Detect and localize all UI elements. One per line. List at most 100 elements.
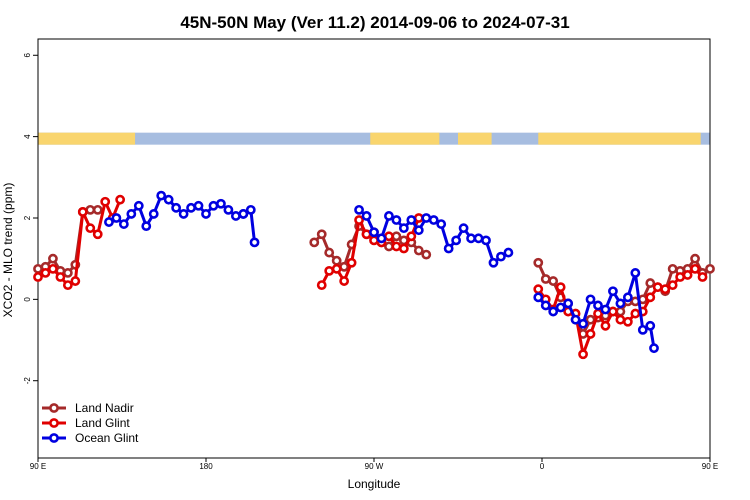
data-point bbox=[593, 300, 603, 311]
chart-title: 45N-50N May (Ver 11.2) 2014-09-06 to 202… bbox=[180, 13, 569, 32]
data-point bbox=[163, 194, 174, 205]
data-point bbox=[115, 194, 126, 205]
data-point bbox=[208, 200, 219, 211]
data-point bbox=[346, 257, 357, 268]
data-point bbox=[398, 223, 409, 234]
data-point bbox=[481, 235, 491, 246]
data-point bbox=[413, 213, 424, 223]
data-point bbox=[630, 308, 641, 319]
data-point bbox=[540, 300, 551, 311]
y-axis: -2 0 2 4 6 bbox=[23, 52, 38, 384]
data-point bbox=[40, 268, 51, 278]
legend-item: Ocean Glint bbox=[42, 431, 139, 445]
data-point bbox=[324, 247, 335, 258]
data-point bbox=[384, 231, 394, 242]
data-point bbox=[245, 204, 256, 215]
data-point bbox=[133, 200, 144, 211]
data-point bbox=[148, 209, 159, 219]
land-ocean-strip bbox=[38, 132, 710, 145]
data-point bbox=[118, 219, 129, 229]
legend-label: Land Nadir bbox=[75, 401, 134, 415]
data-point bbox=[230, 211, 241, 221]
y-tick-label: 2 bbox=[23, 215, 32, 220]
data-point bbox=[316, 280, 327, 291]
data-point bbox=[690, 263, 700, 274]
data-point bbox=[622, 316, 633, 327]
legend-item: Land Glint bbox=[42, 416, 130, 430]
data-point bbox=[316, 229, 327, 240]
data-point bbox=[503, 247, 514, 258]
legend-item: Land Nadir bbox=[42, 401, 134, 415]
data-point bbox=[331, 255, 342, 266]
data-point bbox=[600, 320, 611, 331]
data-point bbox=[369, 235, 379, 246]
data-point bbox=[533, 257, 544, 268]
data-point bbox=[615, 306, 626, 317]
strip-land bbox=[38, 132, 136, 145]
data-point bbox=[608, 286, 618, 297]
data-point bbox=[555, 282, 566, 293]
data-point bbox=[667, 280, 678, 291]
data-point bbox=[645, 320, 656, 331]
data-point bbox=[369, 227, 379, 238]
data-point bbox=[141, 221, 152, 232]
data-point bbox=[324, 265, 335, 276]
x-tick-label: 90 E bbox=[702, 462, 718, 471]
data-point bbox=[622, 292, 633, 303]
data-point bbox=[682, 270, 693, 280]
data-point bbox=[193, 200, 204, 211]
data-point bbox=[354, 215, 364, 225]
legend-label: Ocean Glint bbox=[75, 431, 139, 445]
data-point bbox=[216, 198, 226, 209]
data-point bbox=[186, 202, 196, 213]
data-point bbox=[178, 209, 189, 219]
plot-frame bbox=[37, 38, 711, 459]
data-point bbox=[615, 314, 626, 325]
data-point bbox=[104, 217, 114, 227]
series-land-nadir bbox=[33, 204, 715, 339]
data-point bbox=[585, 329, 596, 339]
y-tick-label: 0 bbox=[23, 297, 32, 302]
data-point bbox=[391, 215, 402, 225]
data-point bbox=[428, 215, 439, 225]
data-point bbox=[496, 251, 506, 262]
data-point bbox=[361, 211, 372, 221]
data-point bbox=[443, 243, 454, 254]
data-point bbox=[354, 204, 364, 215]
y-tick-label: 4 bbox=[23, 134, 32, 139]
series-layer bbox=[33, 190, 715, 360]
data-point bbox=[563, 298, 574, 309]
data-point bbox=[697, 272, 708, 282]
data-point bbox=[637, 324, 648, 335]
x-tick-label: 90 W bbox=[365, 462, 384, 471]
data-point bbox=[645, 278, 656, 288]
data-point bbox=[223, 204, 234, 215]
data-point bbox=[615, 298, 626, 309]
data-point bbox=[675, 272, 686, 282]
x-tick-label: 90 E bbox=[30, 462, 46, 471]
data-point bbox=[406, 215, 417, 225]
series-land-glint bbox=[33, 194, 708, 360]
data-point bbox=[92, 204, 103, 215]
data-point bbox=[62, 268, 73, 278]
legend-swatch-marker bbox=[49, 403, 59, 413]
data-point bbox=[413, 245, 424, 256]
data-point bbox=[100, 196, 111, 207]
data-point bbox=[555, 302, 566, 313]
y-tick-label: 6 bbox=[23, 52, 32, 57]
data-point bbox=[667, 263, 678, 274]
data-point bbox=[600, 304, 611, 315]
data-point bbox=[570, 314, 581, 325]
data-point bbox=[585, 294, 596, 305]
data-point bbox=[331, 263, 342, 274]
legend-swatch-marker bbox=[49, 433, 59, 443]
x-tick-label: 180 bbox=[199, 462, 213, 471]
data-point bbox=[578, 318, 588, 329]
data-point bbox=[458, 223, 469, 234]
data-point bbox=[238, 209, 249, 219]
data-point bbox=[55, 272, 66, 282]
data-point bbox=[384, 241, 394, 252]
data-point bbox=[593, 308, 603, 319]
